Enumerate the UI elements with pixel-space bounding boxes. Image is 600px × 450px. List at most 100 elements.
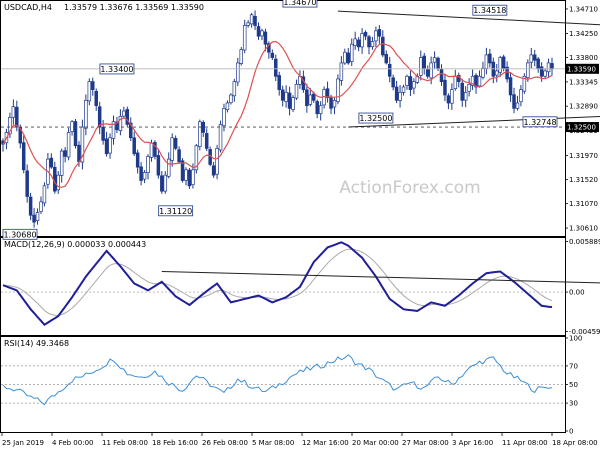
candle-body (201, 121, 206, 133)
candle-body (353, 38, 357, 46)
price-annotation-box (2, 228, 38, 240)
price-annotation-box (158, 205, 194, 217)
candle-body (318, 105, 323, 114)
candle-body (56, 174, 60, 191)
candle-body (225, 102, 230, 111)
price-annotation-label: 1.34518 (473, 6, 506, 15)
price-annotation-label: 1.30680 (3, 230, 36, 239)
x-tick-label: 5 Mar 08:00 (252, 439, 294, 447)
candle-body (204, 133, 209, 149)
price-y-tick-label: 1.34710 (569, 5, 598, 13)
candle-body (508, 77, 513, 96)
rsi-y-tick-label: 70 (569, 362, 578, 370)
x-tick-label: 4 Feb 00:00 (52, 439, 93, 447)
ohlc-readout: 1.33579 1.33676 1.33569 1.33590 (64, 3, 204, 12)
candle-body (32, 214, 36, 223)
macd-y-tick-label: -0.004593 (569, 328, 600, 336)
candle-body (249, 14, 254, 25)
candle-body (35, 212, 40, 222)
x-tick-label: 11 Feb 08:00 (102, 439, 148, 447)
candle-body (277, 75, 281, 90)
candle-body (363, 31, 368, 37)
candle-body (232, 81, 237, 97)
candle-body (336, 78, 340, 102)
macd-y-tick-label: 0.005889 (569, 238, 600, 246)
candle-body (387, 64, 392, 77)
candle-body (70, 121, 74, 132)
candle-body (305, 89, 309, 107)
watermark: ActionForex.com (339, 178, 480, 198)
candle-body (536, 58, 540, 69)
candle-body (28, 196, 33, 216)
candle-body (522, 75, 527, 92)
price-annotation-label: 1.32748 (523, 118, 556, 127)
candle-body (470, 75, 475, 86)
candle-body (287, 92, 292, 109)
candle-body (436, 57, 440, 69)
candle-body (512, 94, 516, 109)
candle-body (360, 33, 364, 48)
candle-body (495, 70, 499, 76)
candle-body (370, 41, 375, 48)
x-tick-label: 26 Feb 08:00 (202, 439, 248, 447)
rsi-y-tick-label: 0 (569, 428, 573, 436)
candle-body (453, 75, 458, 89)
candle-body (308, 94, 313, 105)
x-tick-label: 20 Mar 00:00 (352, 439, 399, 447)
candle-body (246, 22, 250, 26)
candle-body (256, 26, 261, 37)
candle-body (543, 70, 547, 77)
rsi-label: RSI(14) 49.3468 (4, 339, 69, 348)
x-tick-label: 11 Apr 08:00 (502, 439, 548, 447)
candle-body (332, 99, 337, 108)
price-y-tick-label: 1.30610 (569, 225, 598, 233)
x-tick-label: 25 Jan 2019 (2, 439, 44, 447)
candle-body (443, 79, 447, 96)
candle-body (346, 52, 351, 64)
candle-body (429, 62, 433, 79)
candle-body (198, 121, 202, 147)
x-tick-label: 12 Mar 16:00 (302, 439, 349, 447)
current-price-tag-label: 1.33590 (567, 65, 596, 73)
candle-body (408, 76, 413, 90)
price-y-tick-label: 1.32890 (569, 103, 598, 111)
price-annotation-box (99, 63, 135, 75)
x-tick-label: 18 Apr 08:00 (552, 439, 598, 447)
axes: 1.347101.342501.338001.333451.328901.324… (1, 5, 600, 447)
price-y-tick-label: 1.31970 (569, 152, 598, 160)
x-tick-label: 18 Feb 16:00 (152, 439, 198, 447)
candle-body (398, 91, 402, 101)
candle-body (111, 121, 116, 139)
candle-body (177, 149, 181, 163)
price-y-tick-label: 1.31520 (569, 176, 598, 184)
candle-body (87, 81, 92, 102)
price-annotation-box (522, 116, 558, 128)
level-price-tag-label: 1.32500 (567, 124, 596, 132)
candle-body (49, 157, 54, 168)
candle-body (463, 91, 468, 101)
candle-body (160, 175, 164, 192)
candle-body (481, 67, 485, 78)
candle-body (374, 30, 378, 42)
candle-body (8, 117, 12, 135)
candle-body (84, 99, 88, 129)
candle-body (394, 86, 399, 101)
candle-body (446, 95, 451, 104)
candle-body (11, 106, 16, 118)
candle-body (73, 121, 78, 147)
candle-body (343, 51, 347, 64)
candle-body (367, 36, 371, 48)
candle-body (115, 121, 119, 131)
candle-body (170, 137, 174, 161)
level-price-tag-box (565, 122, 599, 133)
candle-body (280, 89, 285, 101)
candle-body (122, 110, 126, 117)
macd-panel-frame (0, 237, 566, 336)
candle-body (215, 148, 219, 175)
candle-body (229, 94, 233, 104)
candle-body (184, 169, 188, 181)
price-panel: 1.30680 1.33400 1.31120 1.34670 1.32500 1.345… (1, 0, 600, 240)
candle-body (129, 122, 133, 139)
candle-body (274, 58, 278, 77)
